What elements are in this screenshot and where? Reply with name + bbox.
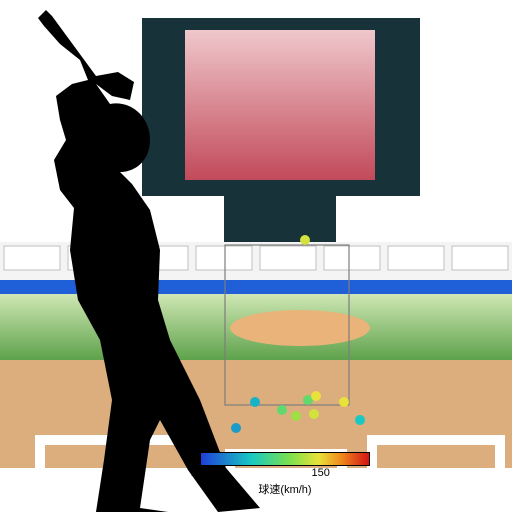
colorbar-legend: 100150 球速(km/h) <box>200 452 370 497</box>
colorbar-tick: 100 <box>191 467 209 479</box>
colorbar-label: 球速(km/h) <box>200 481 370 497</box>
batter-silhouette <box>0 0 512 512</box>
colorbar-tick: 150 <box>312 467 330 479</box>
colorbar <box>200 452 370 466</box>
colorbar-ticks: 100150 <box>200 467 370 481</box>
pitch-location-chart: 100150 球速(km/h) <box>0 0 512 512</box>
